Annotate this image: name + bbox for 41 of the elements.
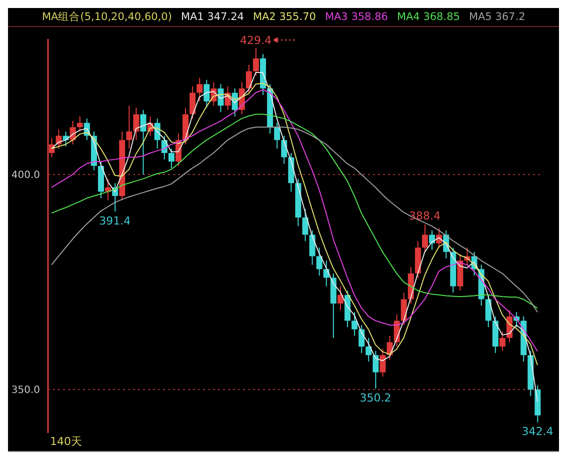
- candlestick: [76, 116, 83, 132]
- annotation: 391.4: [99, 214, 131, 228]
- legend-title: MA组合(5,10,20,40,60,0): [42, 10, 172, 24]
- y-tick-label: 350.0: [11, 385, 40, 396]
- text: MA5 367.2: [468, 11, 526, 23]
- annotation: 350.2: [360, 392, 392, 405]
- candlestick: [274, 122, 280, 150]
- candlestick: [190, 86, 196, 120]
- annotation: 429.4: [240, 34, 272, 48]
- text: MA4 368.85: [396, 11, 460, 23]
- text: MA3 358.86: [324, 11, 388, 23]
- candlestick: [400, 292, 407, 326]
- candlestick: [309, 230, 316, 266]
- candlestick: [352, 312, 358, 336]
- annotation: 388.4: [409, 209, 441, 222]
- candlestick: [436, 228, 442, 248]
- candlestick: [126, 105, 132, 150]
- candlestick: [252, 48, 259, 76]
- candlestick: [337, 286, 344, 310]
- candlestick: [302, 208, 308, 242]
- candlestick: [196, 77, 203, 102]
- candlestick: [204, 79, 210, 108]
- candlestick: [372, 350, 379, 390]
- candlestick: [281, 135, 288, 164]
- candlestick: [246, 64, 252, 94]
- y-tick-label: 400.0: [11, 170, 40, 182]
- candlestick: [485, 294, 492, 328]
- candlestick: [358, 324, 365, 354]
- text: MA1 347.24: [180, 11, 244, 23]
- candlestick: [366, 337, 372, 362]
- text: MA2 355.70: [252, 11, 316, 23]
- candlestick: [140, 109, 146, 175]
- candlestick: [499, 330, 506, 352]
- annotation: 342.4: [522, 425, 554, 438]
- candlestick: [133, 107, 140, 141]
- candlestick: [429, 230, 436, 250]
- candlestick: [380, 348, 386, 378]
- candlestick: [422, 224, 428, 252]
- text: 140天: [50, 434, 82, 449]
- candlestick: [168, 148, 174, 169]
- candlestick: [316, 247, 322, 276]
